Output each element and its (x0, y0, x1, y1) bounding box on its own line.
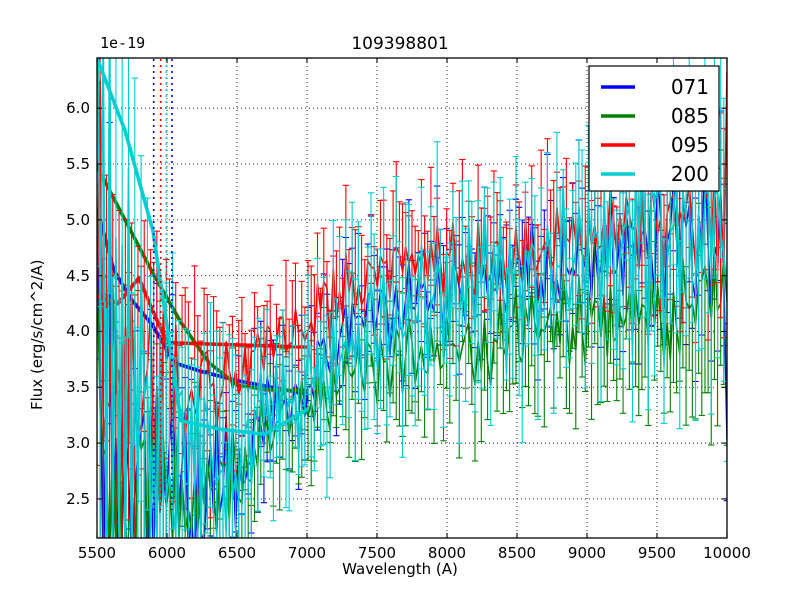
spectrum-line-200 (97, 58, 727, 538)
y-axis-offset-label: 1e-19 (100, 34, 146, 52)
x-tick-8500: 8500 (497, 544, 537, 562)
axes-frame (96, 57, 728, 539)
chart-title: 109398801 (351, 34, 449, 54)
y-tick-2.5: 2.5 (66, 489, 90, 508)
spectrum-line-095 (97, 71, 727, 490)
y-tick-5.5: 5.5 (66, 155, 90, 174)
legend-label-071: 071 (671, 75, 709, 99)
x-tick-9000: 9000 (567, 544, 607, 562)
y-tick-3.5: 3.5 (66, 378, 90, 397)
y-tick-4.5: 4.5 (66, 266, 90, 285)
data-layer (97, 58, 727, 538)
x-axis-label: Wavelength (A) (342, 560, 458, 578)
axis-ticks (96, 58, 728, 538)
y-tick-6.0: 6.0 (66, 99, 90, 118)
x-tick-8000: 8000 (427, 544, 467, 562)
legend-label-095: 095 (671, 133, 709, 157)
x-tick-10000: 10000 (703, 544, 751, 562)
x-tick-5500: 5500 (77, 544, 117, 562)
y-tick-3.0: 3.0 (66, 434, 90, 453)
x-tick-6500: 6500 (217, 544, 257, 562)
y-tick-4.0: 4.0 (66, 322, 90, 341)
y-tick-5.0: 5.0 (66, 210, 90, 229)
clipped-error-columns (152, 58, 173, 511)
x-tick-6000: 6000 (147, 544, 187, 562)
model-curve-200 (97, 58, 309, 436)
x-tick-7500: 7500 (357, 544, 397, 562)
legend-label-085: 085 (671, 104, 709, 128)
legend[interactable]: 071 085 095 200 (588, 65, 720, 192)
x-tick-9500: 9500 (637, 544, 677, 562)
legend-label-200: 200 (671, 162, 709, 186)
x-tick-7000: 7000 (287, 544, 327, 562)
